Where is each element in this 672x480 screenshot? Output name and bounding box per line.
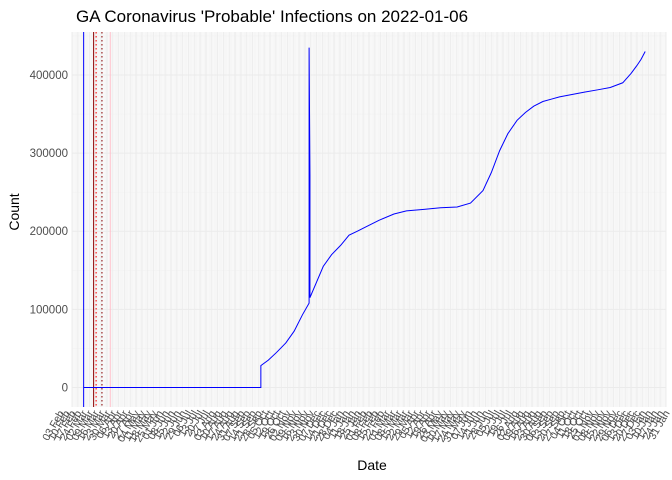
y-tick-label: 0 [62, 382, 68, 394]
grid-lines [71, 32, 667, 407]
y-tick-label: 200000 [30, 226, 68, 238]
reference-lines [83, 32, 111, 407]
y-axis-title: Count [6, 193, 22, 230]
x-axis-title: Date [357, 457, 387, 473]
series-line [83, 47, 646, 388]
y-tick-label: 400000 [30, 70, 68, 82]
y-tick-label: 300000 [30, 148, 68, 160]
series-layer [83, 47, 646, 388]
chart-title: GA Coronavirus 'Probable' Infections on … [76, 7, 468, 26]
y-tick-labels: 0 100000 200000 300000 400000 [30, 70, 68, 395]
y-tick-label: 100000 [30, 304, 68, 316]
